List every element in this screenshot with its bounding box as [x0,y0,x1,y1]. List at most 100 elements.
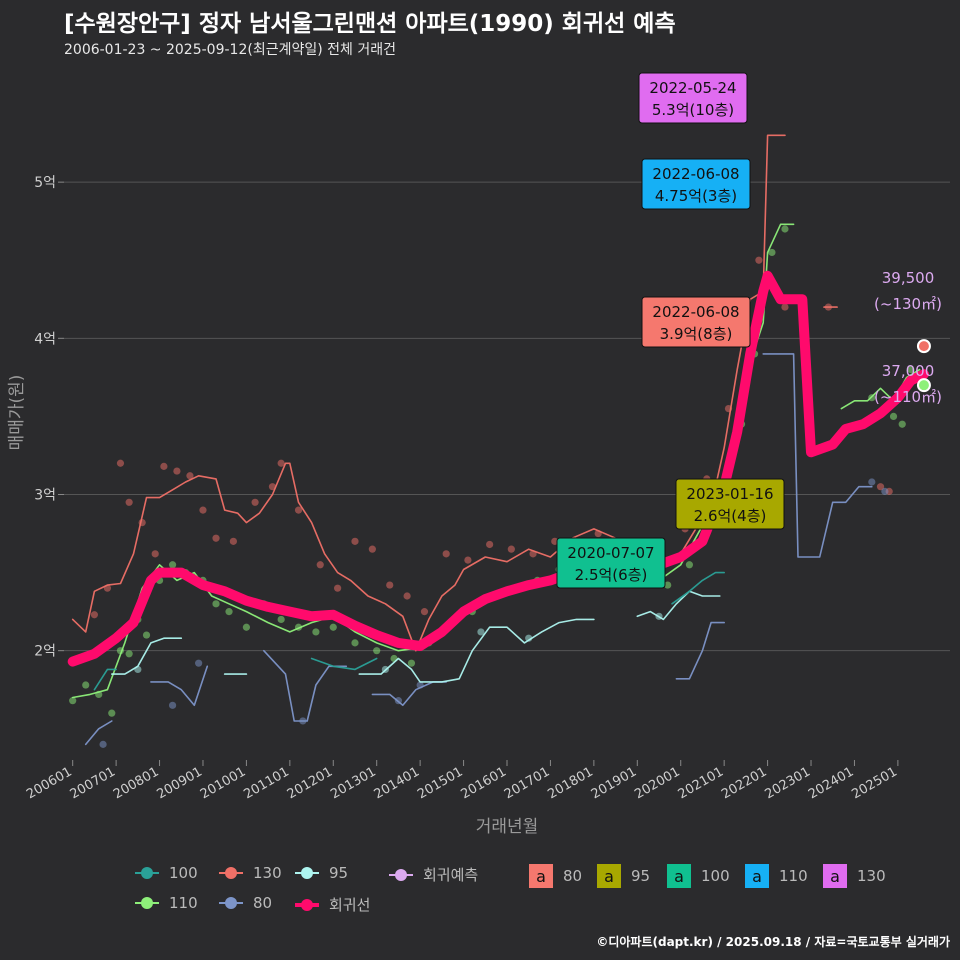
y-tick-label: 4억 [34,331,56,347]
x-tick-label: 201001 [198,764,248,802]
series-line-110 [71,223,795,699]
x-tick-label: 201901 [589,764,639,802]
scatter-point [755,256,763,264]
legend-item-100: 100 [135,864,198,882]
x-tick-label: 202301 [763,764,813,802]
scatter-point [99,740,107,748]
x-tick-label: 201301 [328,764,378,802]
legend-item-80: 80 [219,894,272,912]
legend-swatch [389,868,413,882]
series-line-80 [371,681,448,707]
y-tick-label: 3억 [34,487,56,503]
scatter-point [664,581,672,589]
scatter-point [277,615,285,624]
legend-box-130: a 130 [823,864,886,888]
x-tick-label: 201701 [502,764,552,802]
series-line-95 [358,618,595,683]
legend-swatch [135,866,159,880]
callout-value: 2.5억(6층) [575,566,648,584]
callout-value: 3.9억(8층) [660,325,733,343]
scatter-point [685,561,694,569]
scatter-point [351,639,359,647]
x-axis-title: 거래년월 [476,817,539,837]
legend-box-swatch: a [823,864,847,888]
legend-box-label: 80 [563,867,583,885]
callout-date: 2022-06-08 [652,303,739,321]
callout-box [641,158,751,210]
scatter-point [442,550,450,558]
scatter-point [898,420,906,428]
series-line-80 [262,649,348,722]
legend-box-swatch: a [597,864,621,888]
scatter-point [403,592,411,600]
scatter-point [368,545,376,553]
x-tick-label: 201101 [241,764,291,802]
regression-line [67,270,929,667]
scatter-point [160,462,168,470]
callout-value: 4.75억(3층) [655,187,737,205]
callout-value: 2.6억(4층) [694,507,767,525]
scatter-point [294,506,303,514]
series-line-95 [111,637,183,675]
callout-date: 2022-05-24 [649,79,736,97]
scatter-point [69,697,77,705]
source-footer: ©디아파트(dapt.kr) / 2025.09.18 / 자료=국토교통부 실… [596,935,950,949]
legend-dot [141,867,153,879]
scatter-point [876,483,885,491]
x-tick-label: 202201 [719,764,769,802]
x-tick-label: 200701 [68,764,118,802]
legend-item-95: 95 [295,864,348,882]
scatter-point [420,608,429,616]
x-tick-label: 202501 [849,764,899,802]
scatter-point [108,709,116,717]
scatter-point [464,556,472,564]
legend-swatch [219,866,243,880]
legend-box-label: 95 [631,867,651,885]
scatter-point [781,303,789,311]
forecast-value-label: 39,500 [882,269,935,287]
scatter-point [186,472,194,480]
scatter-point [229,537,237,545]
legend-box-label: 100 [701,867,730,885]
scatter-point [125,498,133,506]
forecast-point [916,339,931,354]
callout-box [556,537,666,589]
legend-box-110: a 110 [745,864,808,888]
scatter-point [334,584,342,592]
scatter-point [199,506,207,514]
legend: 100 130 95 회귀예측 110 80 회귀선 a 80 a 95 a 1… [135,864,935,924]
series-line-100 [671,571,726,605]
series-line-100 [310,657,378,671]
x-tick-label: 201601 [459,764,509,802]
legend-label: 130 [253,864,282,882]
legend-box-95: a 95 [597,864,650,888]
series-line-80 [675,621,726,680]
x-tick-label: 201801 [545,764,595,802]
callout-date: 2020-07-07 [567,544,654,562]
callout-value: 5.3억(10층) [652,101,734,119]
series-line-80 [762,353,873,558]
legend-label: 100 [169,864,198,882]
scatter-point [125,650,133,658]
x-tick-label: 201501 [415,764,465,802]
legend-box-swatch: a [529,864,553,888]
scatter-point [329,623,337,631]
scatter-point [173,467,181,475]
scatter-point [116,459,125,467]
scatter-point [242,623,251,631]
series-line-110 [840,368,921,410]
scatter-point [251,498,259,506]
legend-dot [395,868,407,881]
x-tick-label: 202401 [806,764,856,802]
callout-date: 2023-01-16 [686,485,773,503]
scatter-point [881,487,889,495]
scatter-point [316,561,324,569]
legend-box-80: a 80 [529,864,582,888]
legend-label: 80 [253,894,273,912]
scatter-point [168,561,177,569]
callout-box [638,72,748,124]
x-tick-label: 200601 [24,764,74,802]
scatter-point [168,701,177,709]
legend-box-100: a 100 [667,864,730,888]
